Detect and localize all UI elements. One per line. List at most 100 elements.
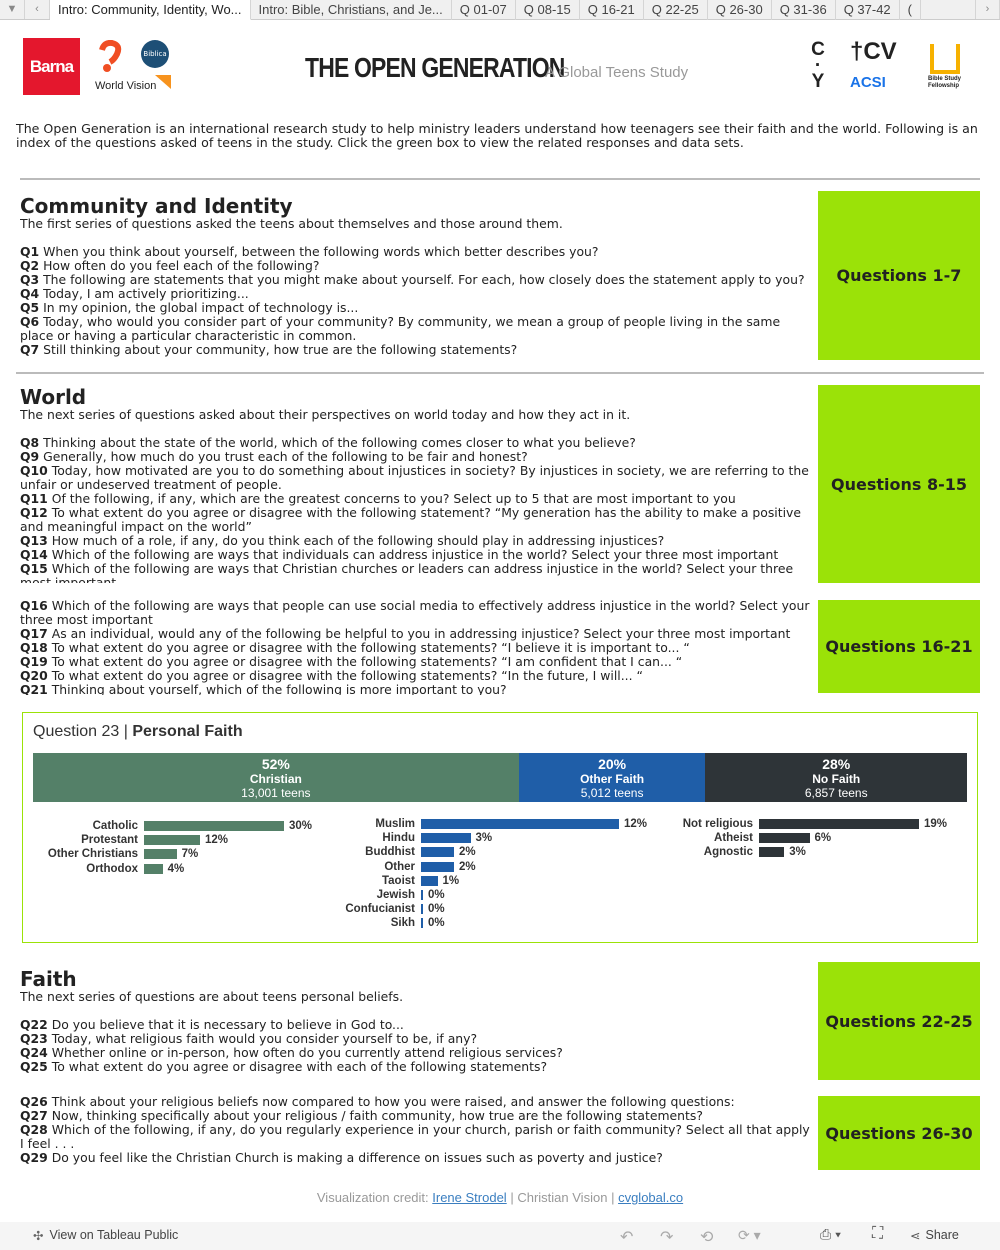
questions-26-30-button[interactable]: Questions 26-30 <box>818 1096 980 1170</box>
questions-16-21-button[interactable]: Questions 16-21 <box>818 600 980 693</box>
question-text: Do you believe that it is necessary to b… <box>51 1017 404 1032</box>
share-button[interactable]: ⋖ Share <box>910 1228 959 1243</box>
question-number: Q13 <box>20 533 48 548</box>
bar-value: 6% <box>814 832 832 845</box>
bar <box>421 833 471 844</box>
bar-label: Hindu <box>382 832 415 845</box>
question-number: Q20 <box>20 668 48 683</box>
questions-1-7-button[interactable]: Questions 1-7 <box>818 191 980 360</box>
bar <box>421 847 454 858</box>
tab-5[interactable]: Q 22-25 <box>644 0 708 20</box>
bar-label: Taoist <box>381 874 415 887</box>
page-subtitle: A Global Teens Study <box>545 64 689 81</box>
bar-label: Catholic <box>92 820 138 833</box>
question-text: Which of the following are ways that Chr… <box>20 561 794 584</box>
question-text: In my opinion, the global impact of tech… <box>43 300 359 315</box>
tab-3[interactable]: Q 08-15 <box>516 0 580 20</box>
question-text: Of the following, if any, which are the … <box>51 491 736 506</box>
other-faith-breakdown: Muslim 12% Hindu 3% Buddhist 2% Other 2% Taoist 1… <box>345 817 647 931</box>
revert-icon[interactable]: ⟲ <box>700 1229 714 1246</box>
divider <box>20 178 980 180</box>
bar-value: 1% <box>442 874 460 887</box>
bar <box>421 890 423 901</box>
questions-22-25-button[interactable]: Questions 22-25 <box>818 962 980 1080</box>
bar <box>759 819 919 830</box>
bar <box>759 833 810 844</box>
question-number: Q17 <box>20 626 48 641</box>
bar-value: 3% <box>789 846 806 859</box>
refresh-icon[interactable]: ⟳ ▾ <box>738 1227 761 1243</box>
tab-6[interactable]: Q 26-30 <box>708 0 772 20</box>
question-number: Q25 <box>20 1059 48 1074</box>
question-item: Q23 Today, what religious faith would yo… <box>20 1032 810 1046</box>
section-title: Community and Identity <box>20 195 293 218</box>
question-item: Q17 As an individual, would any of the f… <box>20 627 810 641</box>
download-icon[interactable]: ⎙ ▾ <box>820 1226 841 1242</box>
question-text: Today, who would you consider part of yo… <box>20 314 781 343</box>
author-link[interactable]: Irene Strodel <box>432 1190 507 1205</box>
bar-value: 2% <box>459 860 476 873</box>
question-text: Whether online or in-person, how often d… <box>51 1045 563 1060</box>
bar-row: Jewish 0% <box>377 888 647 902</box>
question-item: Q14 Which of the following are ways that… <box>20 548 810 562</box>
question-text: Still thinking about your community, how… <box>43 342 518 357</box>
question-text: How often do you feel each of the follow… <box>43 258 320 273</box>
tab-0[interactable]: Intro: Community, Identity, Wo... <box>50 0 251 20</box>
bar-label: Buddhist <box>365 846 415 859</box>
question-text: Generally, how much do you trust each of… <box>43 449 528 464</box>
question-text: Today, how motivated are you to do somet… <box>20 463 809 492</box>
question-text: Think about your religious beliefs now c… <box>51 1095 735 1109</box>
view-on-tableau-button[interactable]: ✣ View on Tableau Public <box>33 1228 178 1243</box>
question-text: To what extent do you agree or disagree … <box>51 654 683 669</box>
bar-label: Jewish <box>376 889 415 902</box>
question-text: Which of the following, if any, do you r… <box>20 1122 810 1151</box>
question-number: Q9 <box>20 449 40 464</box>
question-number: Q19 <box>20 654 48 669</box>
bar <box>144 863 163 874</box>
question-item: Q2 How often do you feel each of the fol… <box>20 259 810 273</box>
tab-2[interactable]: Q 01-07 <box>452 0 516 20</box>
question-number: Q12 <box>20 505 48 520</box>
acsi-logo: ACSI <box>850 74 886 91</box>
tab-7[interactable]: Q 31-36 <box>772 0 836 20</box>
chart-title: Question 23 | Personal Faith <box>33 723 243 741</box>
cvglobal-link[interactable]: cvglobal.co <box>618 1190 684 1205</box>
question-item: Q25 To what extent do you agree or disag… <box>20 1060 810 1074</box>
segment-percent: 52% <box>261 756 290 772</box>
fullscreen-icon[interactable]: ⛶ <box>872 1225 884 1242</box>
separator: | <box>611 1190 615 1205</box>
bar-value: 4% <box>167 862 185 875</box>
tab-4[interactable]: Q 16-21 <box>580 0 644 20</box>
section-description: The first series of questions asked the … <box>20 216 563 231</box>
tab-scroll-right-button[interactable]: › <box>975 0 1000 19</box>
bar-label: Sikh <box>390 917 415 930</box>
bar-row: Protestant 12% <box>81 833 312 847</box>
tab-menu-button[interactable]: ▼ <box>0 0 25 19</box>
questions-8-15-button[interactable]: Questions 8-15 <box>818 385 980 583</box>
question-item: Q22 Do you believe that it is necessary … <box>20 1018 810 1032</box>
question-text: The following are statements that you mi… <box>43 272 805 287</box>
bar-row: Atheist 6% <box>714 831 947 845</box>
tab-1[interactable]: Intro: Bible, Christians, and Je... <box>251 0 452 20</box>
redo-icon[interactable]: ↷ <box>660 1229 674 1246</box>
bar <box>144 849 177 860</box>
bar <box>144 821 284 832</box>
question-text: As an individual, would any of the follo… <box>51 626 791 641</box>
question-item: Q9 Generally, how much do you trust each… <box>20 450 810 464</box>
bar <box>759 847 785 858</box>
divider <box>16 372 984 374</box>
biblica-logo: Biblica <box>141 40 169 68</box>
christian-breakdown: Catholic 30% Protestant 12% Other Christians… <box>48 819 312 876</box>
tab-9[interactable]: ( <box>900 0 922 20</box>
page-title: THE OPEN GENERATION <box>305 52 565 83</box>
question-item: Q11 Of the following, if any, which are … <box>20 492 810 506</box>
tab-scroll-left-button[interactable]: ‹ <box>25 0 50 19</box>
undo-icon[interactable]: ↶ <box>620 1229 634 1246</box>
tab-8[interactable]: Q 37-42 <box>836 0 900 20</box>
question-item: Q20 To what extent do you agree or disag… <box>20 669 810 683</box>
bar-label: Orthodox <box>86 862 138 875</box>
bar-row: Taoist 1% <box>382 874 647 888</box>
question-number: Q16 <box>20 599 48 613</box>
segment-count: 13,001 teens <box>241 786 311 800</box>
bar-label: Other <box>384 860 415 873</box>
